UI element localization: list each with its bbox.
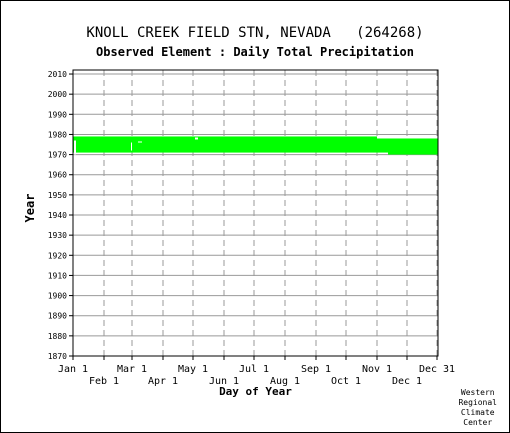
x-tick-label: Aug 1 — [270, 376, 300, 387]
credit-line: Climate — [460, 408, 495, 417]
y-tick-label: 1940 — [48, 211, 67, 220]
data-bar — [388, 138, 438, 155]
x-tick-label: Dec 31 — [419, 364, 455, 375]
y-tick-label: 1910 — [48, 271, 67, 280]
x-axis-label: Day of Year — [219, 385, 292, 398]
data-gap — [74, 140, 76, 155]
y-tick-label: 1920 — [48, 251, 67, 260]
x-tick-label: Jun 1 — [209, 376, 239, 387]
y-tick-label: 1900 — [48, 292, 67, 301]
y-tick-label: 1960 — [48, 171, 67, 180]
x-tick-label: Apr 1 — [148, 376, 178, 387]
data-bar — [377, 138, 388, 153]
x-tick-label: Oct 1 — [331, 376, 361, 387]
y-tick-label: 1890 — [48, 312, 67, 321]
x-tick-label: Sep 1 — [301, 364, 331, 375]
x-tick-label: Dec 1 — [392, 376, 422, 387]
y-tick-label: 1970 — [48, 151, 67, 160]
y-tick-label: 1870 — [48, 352, 67, 361]
data-gap — [195, 137, 198, 140]
x-tick-label: Nov 1 — [362, 364, 392, 375]
y-tick-label: 2000 — [48, 90, 67, 99]
y-tick-label: 1950 — [48, 191, 67, 200]
data-gap — [131, 142, 132, 151]
credit-line: Western — [460, 388, 495, 397]
y-tick-label: 1880 — [48, 332, 67, 341]
credit-line: Regional — [458, 398, 497, 407]
credit-line: Center — [463, 418, 493, 427]
x-tick-label: Feb 1 — [89, 376, 119, 387]
plot-border — [72, 69, 439, 357]
x-tick-label: May 1 — [178, 364, 208, 375]
y-tick-label: 1980 — [48, 130, 67, 139]
y-tick-label: 1990 — [48, 110, 67, 119]
y-tick-label: 2010 — [48, 70, 67, 79]
y-tick-label: 1930 — [48, 231, 67, 240]
credit-block: Western Regional Climate Center — [458, 388, 497, 428]
x-tick-label: Jul 1 — [239, 364, 269, 375]
x-tick-label: Mar 1 — [117, 364, 147, 375]
data-bar — [73, 136, 377, 153]
chart-title: KNOLL CREEK FIELD STN, NEVADA (264268) — [86, 25, 424, 41]
y-axis-label: Year — [23, 194, 37, 223]
chart-subtitle: Observed Element : Daily Total Precipita… — [96, 45, 414, 59]
x-tick-label: Jan 1 — [58, 364, 88, 375]
data-gap — [138, 141, 142, 143]
